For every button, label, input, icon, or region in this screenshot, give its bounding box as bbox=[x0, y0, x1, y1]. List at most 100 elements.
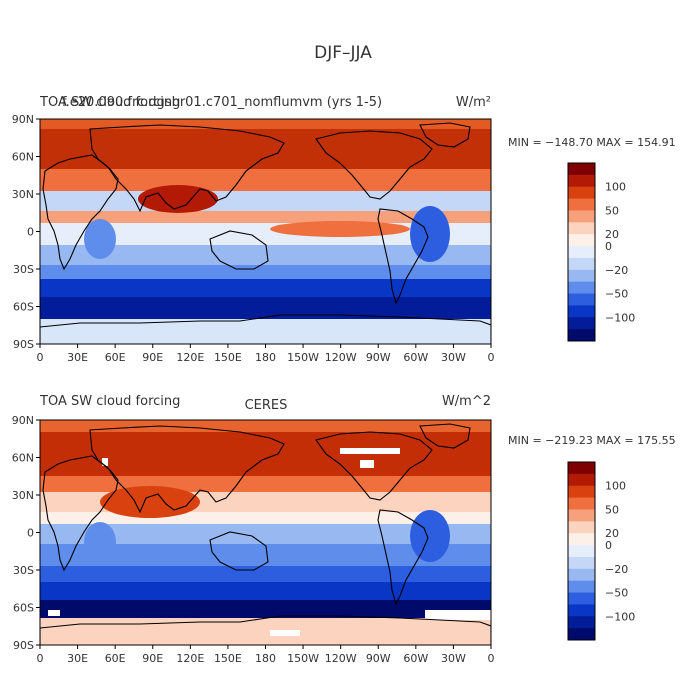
panel-model-left-title: TOA SW cloud forcing bbox=[39, 95, 180, 110]
panel-model-stats: MIN = −148.70 MAX = 154.91 bbox=[508, 136, 676, 149]
colorbar-swatch bbox=[568, 246, 595, 259]
panel-model-field bbox=[40, 119, 491, 344]
colorbar-swatch bbox=[568, 329, 595, 342]
colorbar-swatch bbox=[568, 281, 595, 295]
colorbar-swatch bbox=[568, 198, 595, 211]
lon-tick-label: 120W bbox=[325, 351, 357, 364]
colorbar-label: 100 bbox=[605, 181, 626, 194]
lon-tick-label: 90W bbox=[366, 351, 391, 364]
panel-model: TOA SW cloud forcing f.e20.090.frc.dgshr… bbox=[12, 95, 676, 364]
colorbar-label: 50 bbox=[605, 204, 619, 217]
panel-obs: TOA SW cloud forcing CERES W/m^2 MIN = −… bbox=[12, 394, 676, 665]
panel-model-left-title-overlap: f.e20.090.frc.dgshr01.c701_nomflumvm (yr… bbox=[62, 95, 382, 110]
panel-obs-center-title: CERES bbox=[245, 398, 288, 413]
colorbar-swatch bbox=[568, 533, 595, 546]
lat-tick-label: 60N bbox=[12, 452, 34, 465]
colorbar-swatch bbox=[568, 568, 595, 582]
panel-obs-left-title: TOA SW cloud forcing bbox=[39, 394, 180, 409]
lon-tick-label: 60W bbox=[403, 652, 428, 665]
lat-tick-label: 90S bbox=[13, 338, 34, 351]
lat-tick-label: 30S bbox=[13, 263, 34, 276]
colorbar-label: −20 bbox=[605, 264, 628, 277]
colorbar-swatch bbox=[568, 473, 595, 487]
colorbar-swatch bbox=[568, 604, 595, 617]
lon-tick-label: 90E bbox=[142, 351, 163, 364]
lon-tick-label: 150E bbox=[214, 652, 242, 665]
colorbar-swatch bbox=[568, 509, 595, 522]
colorbar-swatch bbox=[568, 545, 595, 558]
colorbar-swatch bbox=[568, 580, 595, 594]
lat-tick-label: 60N bbox=[12, 151, 34, 164]
colorbar-swatch bbox=[568, 186, 595, 200]
lon-tick-label: 150W bbox=[287, 652, 319, 665]
lat-tick-label: 0 bbox=[27, 527, 34, 540]
colorbar-swatch bbox=[568, 293, 595, 306]
figure-title: DJF–JJA bbox=[314, 43, 372, 63]
lon-tick-label: 30E bbox=[67, 652, 88, 665]
panel-model-lon-axis: 0 30E 60E 90E 120E 150E 180 150W 120W 90W 60W 30W 0 bbox=[37, 344, 495, 364]
colorbar-label: 0 bbox=[605, 240, 612, 253]
lat-tick-label: 30N bbox=[12, 188, 34, 201]
colorbar-model: 100 50 200 −20 −50 −100 bbox=[567, 162, 635, 342]
panel-obs-lon-axis: 0 30E 60E 90E 120E 150E 180 150W 120W 90W 60W 30W 0 bbox=[37, 645, 495, 665]
colorbar-label: −50 bbox=[605, 587, 628, 600]
colorbar-swatch bbox=[568, 485, 595, 499]
colorbar-label: 0 bbox=[605, 539, 612, 552]
lon-tick-label: 150E bbox=[214, 351, 242, 364]
colorbar-label: −100 bbox=[605, 610, 635, 623]
lat-tick-label: 30N bbox=[12, 489, 34, 502]
lon-tick-label: 90E bbox=[142, 652, 163, 665]
colorbar-obs: 100 50 200 −20 −50 −100 bbox=[567, 461, 635, 641]
colorbar-label: 20 bbox=[605, 527, 619, 540]
lon-tick-label: 30W bbox=[441, 652, 466, 665]
panel-obs-lat-axis: 90N 60N 30N 0 30S 60S 90S bbox=[12, 414, 40, 652]
lon-tick-label: 180 bbox=[255, 351, 276, 364]
colorbar-label: −20 bbox=[605, 563, 628, 576]
panel-model-lat-axis: 90N 60N 30N 0 30S 60S 90S bbox=[12, 113, 40, 351]
lon-tick-label: 30E bbox=[67, 351, 88, 364]
colorbar-label: 100 bbox=[605, 480, 626, 493]
panel-obs-field bbox=[40, 420, 491, 645]
colorbar-frame bbox=[567, 162, 596, 342]
colorbar-swatch bbox=[568, 210, 595, 223]
colorbar-label: −50 bbox=[605, 288, 628, 301]
lon-tick-label: 180 bbox=[255, 652, 276, 665]
panel-model-units: W/m² bbox=[456, 95, 491, 110]
lon-tick-label: 60E bbox=[105, 652, 126, 665]
colorbar-swatch bbox=[568, 616, 595, 629]
lon-tick-label: 0 bbox=[488, 652, 495, 665]
lon-tick-label: 0 bbox=[488, 351, 495, 364]
lon-tick-label: 0 bbox=[37, 351, 44, 364]
lon-tick-label: 60W bbox=[403, 351, 428, 364]
lon-tick-label: 30W bbox=[441, 351, 466, 364]
colorbar-swatch bbox=[568, 174, 595, 188]
colorbar-swatch bbox=[568, 556, 595, 570]
colorbar-swatch bbox=[568, 269, 595, 283]
colorbar-frame bbox=[567, 461, 596, 641]
lon-tick-label: 150W bbox=[287, 351, 319, 364]
colorbar-swatch bbox=[568, 521, 595, 534]
colorbar-swatch bbox=[568, 234, 595, 247]
colorbar-swatch bbox=[568, 257, 595, 271]
colorbar-swatch bbox=[568, 317, 595, 330]
colorbar-swatch bbox=[568, 305, 595, 318]
lon-tick-label: 90W bbox=[366, 652, 391, 665]
lon-tick-label: 60E bbox=[105, 351, 126, 364]
lat-tick-label: 60S bbox=[13, 301, 34, 314]
lat-tick-label: 30S bbox=[13, 564, 34, 577]
colorbar-swatch bbox=[568, 222, 595, 235]
lat-tick-label: 90N bbox=[12, 113, 34, 126]
lat-tick-label: 0 bbox=[27, 226, 34, 239]
lon-tick-label: 120E bbox=[176, 351, 204, 364]
lat-tick-label: 90N bbox=[12, 414, 34, 427]
panel-obs-stats: MIN = −219.23 MAX = 175.55 bbox=[508, 434, 676, 447]
colorbar-label: 20 bbox=[605, 228, 619, 241]
lon-tick-label: 120E bbox=[176, 652, 204, 665]
colorbar-swatch bbox=[568, 592, 595, 605]
colorbar-label: 50 bbox=[605, 503, 619, 516]
colorbar-swatch bbox=[568, 163, 595, 176]
lat-tick-label: 60S bbox=[13, 602, 34, 615]
lat-tick-label: 90S bbox=[13, 639, 34, 652]
colorbar-swatch bbox=[568, 497, 595, 510]
colorbar-swatch bbox=[568, 462, 595, 475]
